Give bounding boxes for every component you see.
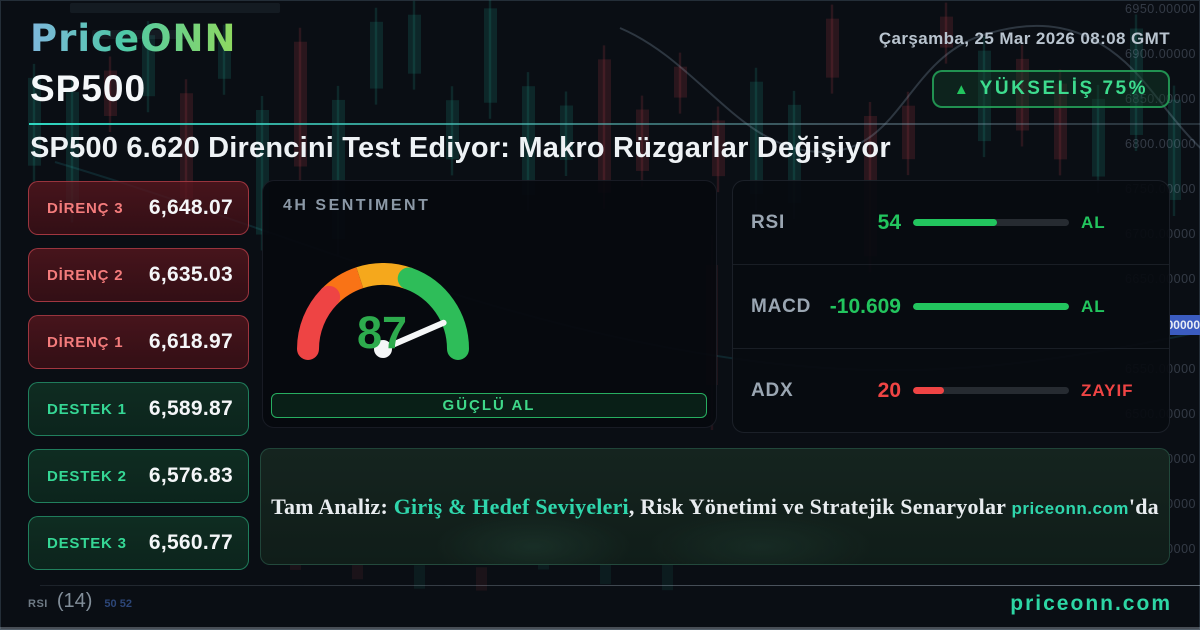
gauge-needle [380,319,447,352]
rsi-label: RSI [28,598,48,610]
background-price-tag: 6600.00000 [1170,315,1200,335]
cta-middle: , Risk Yönetimi ve Stratejik Senaryolar [628,493,1012,519]
watermark-link[interactable]: priceonn.com [1010,592,1172,615]
background-axis-label: 6800.00000 [1124,137,1196,151]
datetime-label: Çarşamba, 25 Mar 2026 08:08 GMT [878,29,1170,48]
cta-link[interactable]: Giriş & Hedef Seviyeleri [393,493,629,519]
brand-logo: PriceONN [30,17,237,60]
sentiment-panel: 4H SENTIMENT 87 GÜÇLÜ AL [262,180,717,428]
level-label: DESTEK 3 [47,534,127,552]
level-row: DESTEK 2 6,576.83 [28,449,249,503]
level-value: 6,589.87 [148,397,233,420]
title-divider [29,123,1200,125]
sentiment-score: 87 [357,307,408,358]
rsi-values: 50 52 [104,598,132,610]
cta-site-link[interactable]: priceonn.com [1011,498,1129,518]
background-axis-label: 6900.00000 [1124,47,1196,61]
level-value: 6,635.03 [148,263,233,286]
indicator-name: ADX [751,379,794,401]
up-triangle-icon: ▲ [953,80,969,98]
background-rsi-legend: RSI (14) 50 52 [28,590,132,613]
gauge-pivot [374,340,392,358]
cta-suffix: 'da [1128,493,1159,519]
indicator-value: 20 [877,378,901,402]
indicator-name: MACD [751,295,812,317]
background-text-fragment [92,30,187,39]
indicator-bar [913,303,1069,310]
indicator-row: MACD -10.609 AL [733,264,1169,348]
level-label: DİRENÇ 1 [47,333,124,351]
background-text-fragment [70,3,280,13]
indicator-name: RSI [751,211,786,233]
level-row: DİRENÇ 3 6,648.07 [28,181,249,235]
cta-text: Tam Analiz: Giriş & Hedef Seviyeleri, Ri… [271,494,1159,520]
indicator-bar [913,219,1069,226]
level-row: DESTEK 1 6,589.87 [28,382,249,436]
level-label: DESTEK 1 [47,400,127,418]
level-label: DESTEK 2 [47,467,127,485]
headline: SP500 6.620 Direncini Test Ediyor: Makro… [30,132,891,164]
level-row: DESTEK 3 6,560.77 [28,516,249,570]
level-value: 6,560.77 [148,531,233,554]
indicator-bar [913,387,1069,394]
rsi-param: (14) [56,590,93,612]
sentiment-gauge [297,263,469,360]
symbol-title: SP500 [30,68,147,109]
indicator-bar-fill [913,303,1069,310]
background-axis-label: 6950.00000 [1124,2,1196,16]
cta-banner: Tam Analiz: Giriş & Hedef Seviyeleri, Ri… [260,448,1170,565]
level-label: DİRENÇ 3 [47,199,124,217]
level-value: 6,576.83 [148,464,233,487]
cta-prefix: Tam Analiz: [271,493,394,519]
level-row: DİRENÇ 1 6,618.97 [28,315,249,369]
indicator-row: ADX 20 ZAYIF [733,348,1169,432]
level-value: 6,648.07 [148,196,233,219]
indicator-bar-fill [913,219,998,226]
indicator-bar-fill [913,387,945,394]
level-row: DİRENÇ 2 6,635.03 [28,248,249,302]
level-label: DİRENÇ 2 [47,266,124,284]
indicator-status: AL [1081,296,1106,316]
indicator-row: RSI 54 AL [733,181,1169,264]
levels-list: DİRENÇ 3 6,648.07 DİRENÇ 2 6,635.03 DİRENÇ 1… [28,181,249,583]
sentiment-title: 4H SENTIMENT [283,197,431,214]
indicator-value: 54 [877,210,901,234]
indicator-value: -10.609 [829,294,901,318]
indicator-status: ZAYIF [1081,380,1134,400]
footer-divider [40,585,1200,586]
indicators-panel: RSI 54 AL MACD -10.609 AL ADX 20 ZAYIF [732,180,1170,433]
trend-badge: ▲ YÜKSELİŞ 75% [931,70,1170,108]
trend-badge-label: YÜKSELİŞ 75% [979,78,1148,99]
strong-buy-button[interactable]: GÜÇLÜ AL [271,393,707,418]
level-value: 6,618.97 [148,330,233,353]
indicator-status: AL [1081,212,1106,232]
